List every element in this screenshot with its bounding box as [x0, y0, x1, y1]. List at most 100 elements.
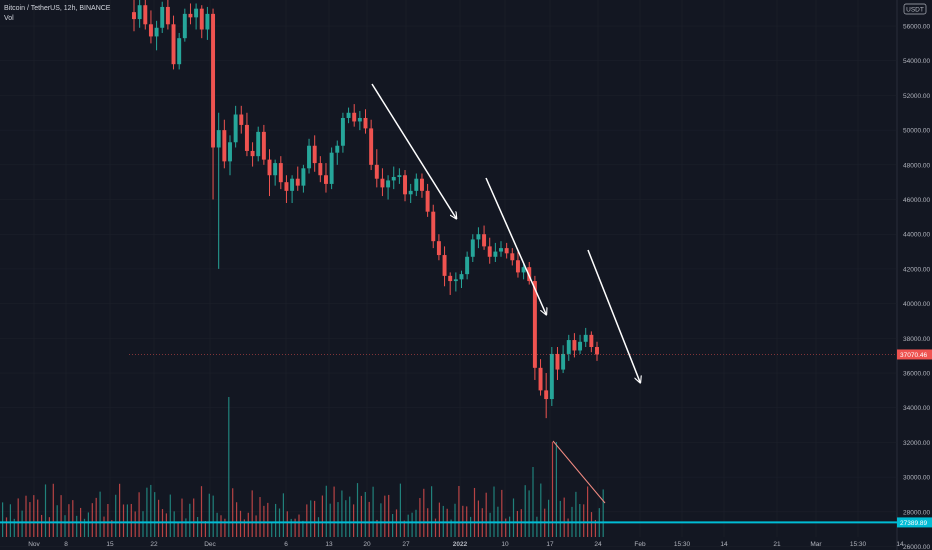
candle-body — [572, 340, 577, 351]
volume-bar — [407, 514, 409, 537]
x-tick-label: 20 — [363, 541, 371, 548]
volume-bar — [516, 510, 518, 537]
volume-bar — [13, 518, 15, 537]
volume-bar — [392, 513, 394, 537]
volume-bar — [142, 511, 144, 537]
y-tick-label: 46000.00 — [903, 197, 930, 204]
currency-badge-label: USDT — [906, 7, 924, 14]
volume-bar — [368, 501, 370, 537]
volume-trend-line — [552, 440, 606, 504]
volume-bar — [228, 397, 230, 537]
candle-body — [403, 175, 408, 195]
candle-body — [459, 274, 464, 280]
volume-bar — [247, 512, 249, 537]
volume-bar — [450, 519, 452, 537]
volume-bar — [21, 510, 23, 537]
candle-body — [250, 150, 255, 157]
candle-body — [549, 353, 554, 400]
candle-body — [493, 251, 498, 257]
candle-body — [414, 178, 419, 191]
volume-bar — [345, 500, 347, 537]
candle-body — [448, 275, 453, 282]
candle-body — [335, 145, 340, 153]
candle-body — [307, 145, 312, 169]
volume-bar — [275, 503, 277, 537]
volume-bar — [52, 483, 54, 537]
candle-body — [476, 234, 481, 240]
volume-bar — [177, 521, 179, 537]
volume-bar — [56, 505, 58, 537]
x-tick-label: 14 — [896, 541, 904, 548]
candle-body — [132, 12, 136, 20]
candle-body — [284, 182, 289, 191]
volume-bar — [173, 511, 175, 537]
x-tick-label: 17 — [546, 541, 554, 548]
x-tick-label: 15:30 — [674, 541, 691, 548]
candle-body — [143, 5, 148, 25]
y-tick-label: 54000.00 — [903, 58, 930, 65]
x-tick-label: 15 — [106, 541, 114, 548]
volume-bar — [111, 520, 113, 537]
volume-bar — [200, 486, 203, 537]
volume-bar — [64, 515, 66, 537]
volume-bar — [306, 504, 308, 537]
candle-body — [504, 248, 509, 254]
x-tick-label: Dec — [204, 541, 216, 548]
volume-bar — [9, 504, 11, 537]
volume-bar — [37, 499, 39, 537]
candle-body — [323, 175, 328, 184]
candle-body — [295, 178, 300, 186]
volume-bar — [2, 502, 4, 537]
candle-body — [312, 145, 317, 164]
last-price-label: 37070.46 — [900, 352, 927, 359]
candle-body — [352, 112, 357, 122]
volume-bar — [462, 505, 464, 537]
volume-bar — [590, 512, 593, 537]
candle-body — [386, 180, 391, 188]
volume-bar — [524, 485, 526, 537]
volume-bar — [44, 484, 47, 537]
trend-arrow — [485, 177, 546, 314]
x-tick-label: 13 — [325, 541, 333, 548]
volume-bar — [290, 518, 292, 537]
x-tick-label: 2022 — [453, 541, 468, 548]
volume-bar — [388, 494, 390, 537]
volume-bar — [122, 504, 125, 537]
volume-bar — [485, 492, 487, 537]
candle-body — [228, 142, 232, 162]
volume-bar — [532, 467, 534, 537]
y-tick-label: 36000.00 — [903, 371, 930, 378]
candle-body — [273, 163, 278, 176]
volume-indicator-label[interactable]: Vol — [4, 15, 14, 22]
candle-body — [538, 367, 543, 391]
candle-body — [165, 6, 170, 25]
volume-bar — [267, 502, 269, 537]
volume-bar — [48, 517, 50, 537]
volume-bar — [602, 489, 604, 537]
symbol-line[interactable]: Bitcoin / TetherUS, 12h, BINANCE — [4, 5, 111, 12]
candle-body — [137, 5, 142, 20]
volume-bar — [181, 498, 183, 537]
y-tick-label: 38000.00 — [903, 336, 930, 343]
y-tick-label: 48000.00 — [903, 162, 930, 169]
candle-body — [148, 24, 153, 37]
volume-bar — [298, 514, 300, 537]
candle-body — [211, 13, 216, 148]
candle-body — [329, 152, 334, 184]
volume-bar — [103, 516, 105, 537]
volume-bar — [236, 502, 238, 537]
volume-bar — [384, 495, 386, 537]
volume-bar — [41, 514, 43, 537]
volume-bar — [243, 519, 245, 537]
support-price-label: 27389.89 — [900, 520, 927, 527]
volume-bar — [259, 497, 261, 537]
volume-bar — [165, 513, 167, 537]
volume-bar — [99, 491, 101, 537]
candle-body — [561, 353, 566, 370]
volume-bar — [29, 502, 31, 537]
candle-body — [499, 248, 503, 252]
chart-legend: Bitcoin / TetherUS, 12h, BINANCE Vol — [4, 4, 110, 24]
volume-bar — [411, 512, 413, 537]
volume-bar — [17, 498, 19, 537]
